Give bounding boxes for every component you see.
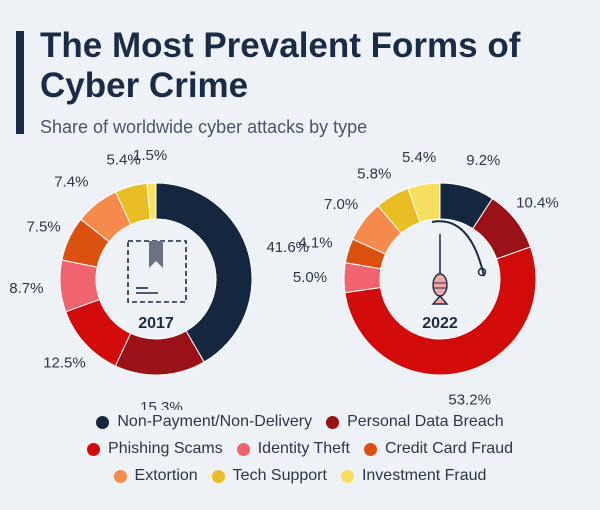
legend-item: Tech Support [211,467,327,485]
legend-label: Extortion [134,467,198,484]
fishing-hook-icon [431,220,487,305]
legend: Non-Payment/Non-Delivery Personal Data Br… [0,410,600,491]
legend-item: Personal Data Breach [326,413,504,431]
data-label-2017-7: 1.5% [133,147,167,164]
legend-swatch [363,442,377,456]
legend-item: Identity Theft [236,440,350,458]
data-label-2022-0: 9.2% [466,152,500,169]
legend-item: Credit Card Fraud [363,440,513,458]
legend-label: Investment Fraud [361,467,487,484]
legend-label: Non-Payment/Non-Delivery [117,413,313,430]
legend-item: Extortion [113,467,198,485]
legend-label: Phishing Scams [108,440,223,457]
donut-chart-2022: 9.2% 10.4% 53.2% 5.0% 4.1% 7.0% 5.8% 5.4% [293,149,559,409]
legend-swatch [113,469,127,483]
data-label-2022-4: 4.1% [298,234,332,251]
data-label-2017-0: 41.6% [266,239,309,256]
legend-row: Extortion Tech Support Investment Fraud [0,464,600,488]
legend-swatch [211,469,225,483]
data-label-2017-3: 8.7% [9,280,43,297]
legend-label: Tech Support [232,467,327,484]
legend-item: Investment Fraud [340,467,487,485]
data-label-2022-6: 5.8% [357,165,391,182]
legend-label: Credit Card Fraud [384,440,513,457]
donut-slice-2017-non-payment-non-delivery [155,182,253,363]
data-label-2017-4: 7.5% [26,219,60,236]
donut-charts: 41.6%15.3%12.5%8.7%7.5%7.4%5.4%1.5% 9.2%… [9,147,559,410]
legend-swatch [96,415,110,429]
data-label-2017-5: 7.4% [54,174,88,191]
chart-subtitle: Share of worldwide cyber attacks by type [40,117,368,137]
data-label-2022-3: 5.0% [293,269,327,286]
data-label-2022-2: 53.2% [448,391,491,408]
donut-slice-2017-investment-fraud [146,182,157,220]
donut-slice-2022-investment-fraud [407,182,441,224]
donut-slice-2022-phishing-scams [344,246,537,376]
legend-row: Phishing Scams Identity Theft Credit Card … [0,437,600,461]
legend-swatch [87,442,101,456]
data-label-2022-7: 5.4% [402,149,436,166]
bookmark-document-icon [127,240,187,303]
donut-chart-2017: 41.6% 15.3% 12.5% 8.7% 7.5% 7.4% 5.4%1.5% [9,147,309,410]
title-accent-bar [16,31,24,134]
legend-label: Personal Data Breach [347,413,504,430]
year-label-2022: 2022 [422,315,458,332]
legend-item: Non-Payment/Non-Delivery [96,413,312,431]
legend-swatch [340,469,354,483]
legend-label: Identity Theft [257,440,350,457]
legend-row: Non-Payment/Non-Delivery Personal Data Br… [0,410,600,434]
data-label-2022-5: 7.0% [324,196,358,213]
data-label-2017-6: 5.4% [107,151,141,168]
year-label-2017: 2017 [138,315,174,332]
legend-swatch [236,442,250,456]
chart-title: The Most Prevalent Forms of Cyber Crime [40,26,521,105]
data-label-2017-1: 15.3% [140,399,183,410]
legend-item: Phishing Scams [87,440,223,458]
legend-swatch [326,415,340,429]
data-label-2022-1: 10.4% [516,194,559,211]
data-label-2017-2: 12.5% [43,355,86,372]
